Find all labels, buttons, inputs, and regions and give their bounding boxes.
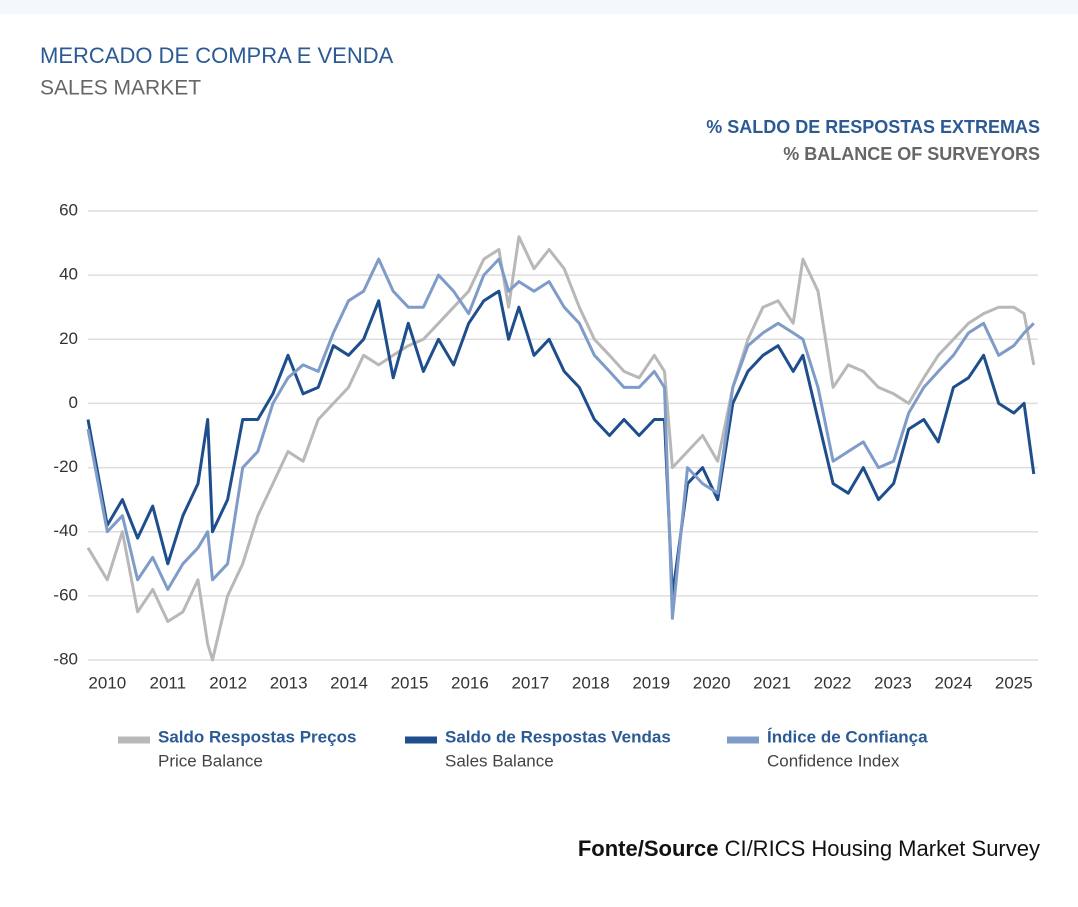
chart-subtitle: SALES MARKET	[40, 77, 201, 100]
y-tick-label: -80	[53, 649, 78, 668]
axis-label: % SALDO DE RESPOSTAS EXTREMAS	[706, 117, 1040, 137]
source-text: CI/RICS Housing Market Survey	[725, 836, 1040, 861]
y-tick-label: 60	[59, 200, 78, 219]
series-line	[86, 289, 1036, 598]
series-line	[86, 235, 1036, 662]
x-tick-label: 2024	[934, 673, 972, 692]
legend-label-en: Price Balance	[158, 751, 263, 770]
y-tick-label: -40	[53, 521, 78, 540]
source-label: Fonte/Source	[578, 836, 719, 861]
x-tick-label: 2017	[511, 673, 549, 692]
x-tick-label: 2012	[209, 673, 247, 692]
x-tick-label: 2014	[330, 673, 368, 692]
legend-item: Saldo de Respostas Vendas Sales Balance	[405, 727, 671, 770]
x-tick-label: 2021	[753, 673, 791, 692]
x-tick-label: 2011	[149, 673, 186, 692]
x-tick-label: 2020	[693, 673, 731, 692]
y-tick-label: -20	[53, 457, 78, 476]
x-tick-label: 2010	[88, 673, 126, 692]
axis-label-en: % BALANCE OF SURVEYORS	[783, 144, 1040, 164]
x-tick-label: 2016	[451, 673, 489, 692]
y-tick-label: -60	[53, 585, 78, 604]
x-tick-label: 2018	[572, 673, 610, 692]
y-tick-label: 40	[59, 265, 78, 284]
legend-item: Índice de Confiança Confidence Index	[727, 727, 928, 770]
y-tick-label: 0	[69, 393, 78, 412]
x-tick-label: 2013	[270, 673, 308, 692]
series-line	[86, 257, 1035, 620]
x-tick-label: 2015	[391, 673, 429, 692]
legend-label: Saldo de Respostas Vendas	[445, 727, 671, 746]
legend-label-en: Confidence Index	[767, 751, 900, 770]
chart-title: MERCADO DE COMPRA E VENDA	[40, 43, 394, 68]
x-tick-label: 2019	[632, 673, 670, 692]
legend-label-en: Sales Balance	[445, 751, 554, 770]
x-tick-label: 2025	[995, 673, 1033, 692]
legend-label: Saldo Respostas Preços	[158, 727, 356, 746]
legend-label: Índice de Confiança	[767, 727, 928, 746]
y-tick-label: 20	[59, 329, 78, 348]
x-tick-label: 2022	[814, 673, 852, 692]
legend-item: Saldo Respostas Preços Price Balance	[118, 727, 356, 770]
top-band	[0, 0, 1078, 14]
source: Fonte/Source CI/RICS Housing Market Surv…	[578, 836, 1040, 861]
x-tick-label: 2023	[874, 673, 912, 692]
